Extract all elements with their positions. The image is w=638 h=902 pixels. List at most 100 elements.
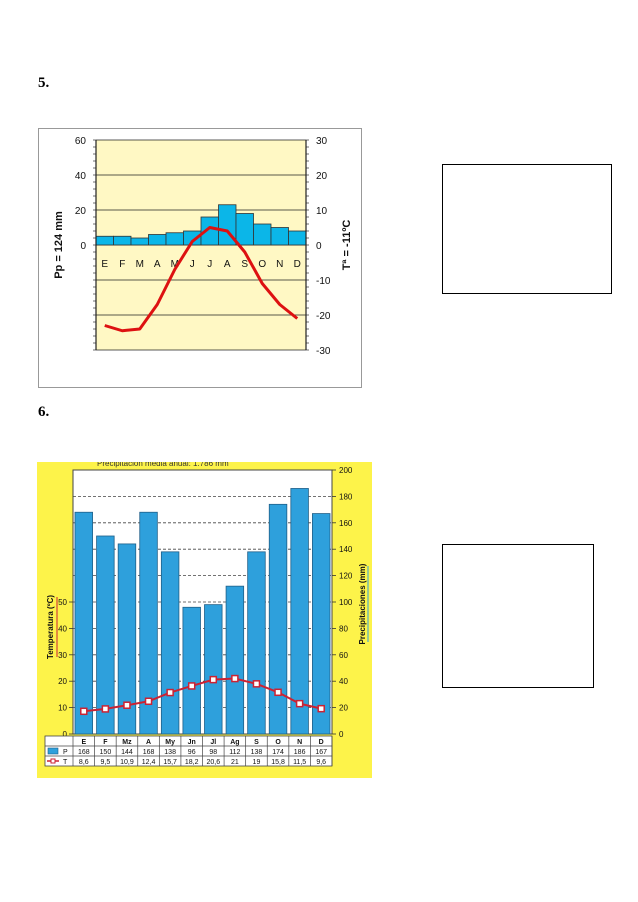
month-label: E	[81, 739, 86, 746]
month-label: S	[241, 259, 248, 270]
y2-tick-label: 30	[316, 136, 328, 147]
temperature-point	[252, 680, 261, 688]
y2-tick-label: 140	[339, 545, 353, 554]
precipitation-value: 174	[272, 749, 284, 756]
precipitation-bar	[225, 585, 245, 735]
y2-tick-label: 160	[339, 519, 353, 528]
legend-p-label: P	[63, 749, 68, 756]
month-label: Ag	[230, 739, 239, 746]
climograph-5: 0 20 40 60 -30 -20 -10 0 10 20 30 E F M A M J J A S O N D Pp = …	[38, 128, 362, 388]
answer-box-6[interactable]	[442, 544, 594, 688]
y2-tick-label: 180	[339, 492, 353, 501]
precipitation-bar	[290, 488, 309, 735]
temperature-value: 21	[231, 759, 239, 766]
precipitation-bar	[270, 227, 289, 246]
temperature-point	[144, 697, 153, 706]
temperature-value: 9,6	[316, 759, 326, 766]
precipitation-bar	[235, 213, 254, 246]
month-label: Jn	[188, 739, 196, 746]
precipitation-value: 150	[100, 749, 112, 756]
precipitation-bar	[165, 232, 184, 246]
y-tick-label: 0	[80, 241, 86, 252]
month-label: M	[171, 259, 179, 270]
temperature-point	[274, 688, 282, 697]
y-tick-label: 40	[75, 171, 87, 182]
y-tick-label: 50	[58, 598, 67, 607]
y2-axis-label: Tª = -11ºC	[341, 220, 353, 271]
legend-bar-swatch	[47, 747, 59, 755]
temperature-point	[166, 688, 174, 697]
month-label: O	[258, 259, 266, 270]
temperature-point	[317, 704, 325, 713]
precipitation-bar	[96, 535, 115, 735]
y2-tick-label: -30	[316, 346, 331, 357]
precipitation-bar	[204, 604, 223, 735]
temperature-point	[231, 674, 239, 683]
question-number-5: 5.	[38, 75, 50, 91]
month-label: F	[119, 259, 125, 270]
question-number-6: 6.	[38, 404, 50, 420]
precipitation-bar	[253, 223, 272, 246]
y2-tick-label: 60	[339, 651, 348, 660]
climograph-6-svg: Precipitación media anual: 1.786 mm 0 20 40…	[37, 459, 372, 778]
precipitation-bar	[288, 230, 307, 246]
temperature-point	[295, 699, 304, 708]
climograph-6: Precipitación media anual: 1.786 mm 0 20 40…	[37, 459, 372, 778]
month-label: A	[154, 259, 161, 270]
month-label: Mz	[122, 739, 132, 746]
precipitation-value: 144	[121, 749, 133, 756]
precipitation-value: 168	[78, 749, 90, 756]
precipitation-value: 138	[251, 749, 263, 756]
temperature-value: 19	[253, 759, 261, 766]
precipitation-value: 168	[143, 749, 155, 756]
month-label: My	[165, 739, 175, 746]
precipitation-bar	[160, 551, 180, 735]
month-label: M	[136, 259, 144, 270]
month-label: F	[103, 739, 108, 746]
temperature-point	[209, 675, 218, 684]
y2-tick-label: 10	[316, 206, 328, 217]
month-label: J	[190, 259, 195, 270]
temperature-point	[123, 701, 131, 709]
month-label: N	[297, 739, 302, 746]
y2-tick-label: 200	[339, 466, 353, 475]
month-label: O	[275, 739, 281, 746]
y-tick-label: 60	[75, 136, 87, 147]
y2-axis-label: Precipitaciones (mm)	[358, 563, 367, 644]
y-axis-label: Pp = 124 mm	[53, 211, 65, 279]
month-label: D	[294, 259, 301, 270]
answer-box-5[interactable]	[442, 164, 612, 294]
precipitation-value: 112	[229, 749, 240, 756]
precipitation-bar	[148, 234, 167, 246]
temperature-value: 10,9	[120, 759, 134, 766]
y2-tick-label: 40	[339, 677, 348, 686]
precipitation-bar	[95, 235, 114, 246]
y2-tick-label: -10	[316, 276, 331, 287]
temperature-value: 12,4	[142, 759, 156, 766]
precipitation-value: 167	[315, 749, 327, 756]
y2-tick-label: 80	[339, 624, 348, 633]
y2-tick-label: 0	[316, 241, 322, 252]
temperature-value: 15,7	[163, 759, 177, 766]
temperature-value: 15,8	[271, 759, 285, 766]
temperature-point	[187, 682, 196, 690]
temperature-point	[101, 705, 110, 713]
y2-tick-label: 100	[339, 598, 353, 607]
data-table	[44, 735, 333, 767]
temperature-value: 20,6	[206, 759, 220, 766]
month-label: D	[319, 739, 324, 746]
temperature-value: 11,5	[293, 759, 306, 766]
month-label: J	[207, 259, 212, 270]
temperature-value: 9,5	[101, 759, 111, 766]
precipitation-bar	[113, 235, 132, 246]
y-tick-label: 20	[75, 206, 87, 217]
legend-point-swatch	[50, 758, 56, 764]
precipitation-bar	[312, 513, 331, 735]
temperature-line	[104, 226, 299, 333]
y-tick-label: 30	[58, 651, 67, 660]
chart-top-text: Precipitación media anual: 1.786 mm	[97, 462, 229, 468]
y2-tick-label: 20	[339, 704, 348, 713]
precipitation-bar	[117, 543, 137, 735]
precipitation-bar	[130, 237, 149, 246]
legend-t-label: T	[63, 759, 68, 766]
